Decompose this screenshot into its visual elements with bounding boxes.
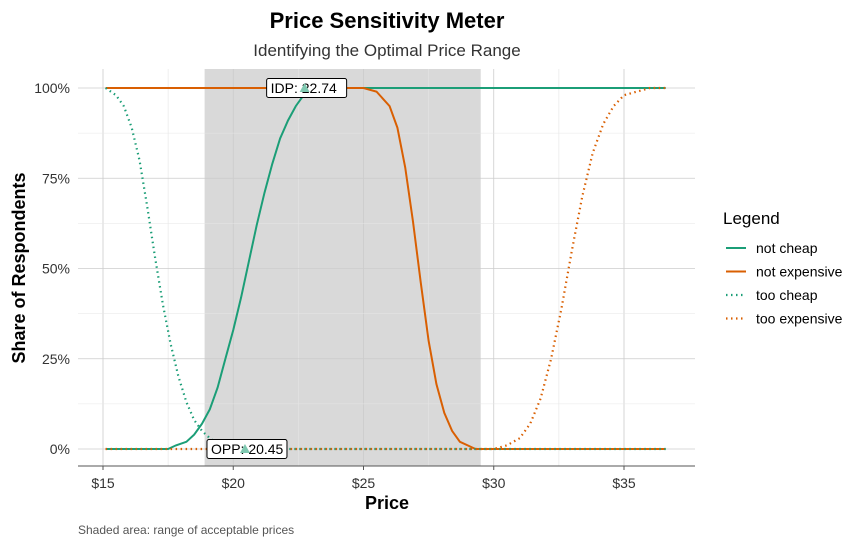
series-line-not-cheap xyxy=(105,87,666,450)
y-axis-ticks: 0% 25% 50% 75% 100% xyxy=(34,80,70,457)
legend-label: not expensive xyxy=(756,264,843,280)
legend: Legend not cheap not expensive too cheap to… xyxy=(723,209,843,327)
annotation-idp: IDP: 22.74 xyxy=(266,78,348,98)
series-lines xyxy=(104,86,666,451)
x-axis-ticks: $15 $20 $25 $30 $35 xyxy=(91,466,636,491)
legend-item-not-cheap: not cheap xyxy=(726,240,818,256)
x-tick-label: $25 xyxy=(352,475,376,491)
chart-subtitle: Identifying the Optimal Price Range xyxy=(253,41,520,60)
x-tick-label: $35 xyxy=(612,475,636,491)
y-tick-label: 75% xyxy=(42,170,70,186)
legend-item-not-expensive: not expensive xyxy=(726,264,843,280)
series-line-not-expensive xyxy=(105,87,666,450)
acceptable-price-range-band xyxy=(204,69,481,466)
annotation-marker xyxy=(299,83,310,92)
y-tick-label: 0% xyxy=(50,441,70,457)
legend-item-too-cheap: too cheap xyxy=(726,287,818,303)
annotation-opp: OPP: 20.45 xyxy=(206,439,288,459)
y-tick-label: 100% xyxy=(34,80,70,96)
legend-label: not cheap xyxy=(756,240,818,256)
chart-title: Price Sensitivity Meter xyxy=(270,8,505,33)
legend-label: too cheap xyxy=(756,287,818,303)
x-tick-label: $15 xyxy=(91,475,115,491)
y-axis-label: Share of Respondents xyxy=(9,172,29,363)
legend-item-too-expensive: too expensive xyxy=(726,311,843,327)
y-tick-label: 50% xyxy=(42,261,70,277)
plot-area: IDP: 22.74 OPP: 20.45 xyxy=(78,69,695,467)
annotation-marker xyxy=(239,444,250,453)
legend-label: too expensive xyxy=(756,311,843,327)
legend-title: Legend xyxy=(723,209,780,228)
x-axis-label: Price xyxy=(365,493,409,513)
x-tick-label: $20 xyxy=(222,475,246,491)
chart-caption: Shaded area: range of acceptable prices xyxy=(78,523,294,537)
y-tick-label: 25% xyxy=(42,351,70,367)
x-tick-label: $30 xyxy=(482,475,506,491)
annotations: IDP: 22.74 OPP: 20.45 xyxy=(206,78,348,459)
series-line-too-cheap xyxy=(104,87,666,451)
